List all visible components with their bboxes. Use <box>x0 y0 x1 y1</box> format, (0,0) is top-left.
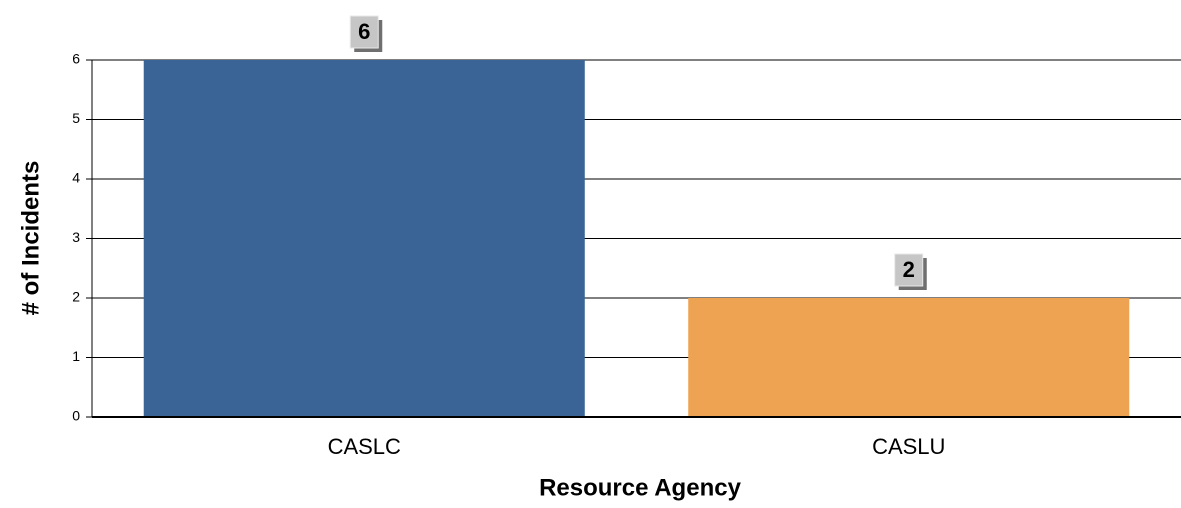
y-tick-label: 3 <box>72 229 80 245</box>
data-label: 2 <box>903 257 915 282</box>
y-tick-label: 2 <box>72 289 80 305</box>
bar <box>688 298 1130 417</box>
y-tick-label: 5 <box>72 110 80 126</box>
x-tick-label: CASLU <box>872 434 945 459</box>
label-box <box>349 15 379 49</box>
y-tick-label: 0 <box>72 408 80 424</box>
x-axis-label: Resource Agency <box>539 474 742 501</box>
label-box <box>894 253 924 287</box>
x-tick-label: CASLC <box>328 434 401 459</box>
y-tick-label: 4 <box>72 170 80 186</box>
data-label: 6 <box>358 19 370 44</box>
y-tick-label: 6 <box>72 51 80 67</box>
y-tick-label: 1 <box>72 348 80 364</box>
y-axis-label: # of Incidents <box>17 161 44 316</box>
bar <box>143 60 585 417</box>
